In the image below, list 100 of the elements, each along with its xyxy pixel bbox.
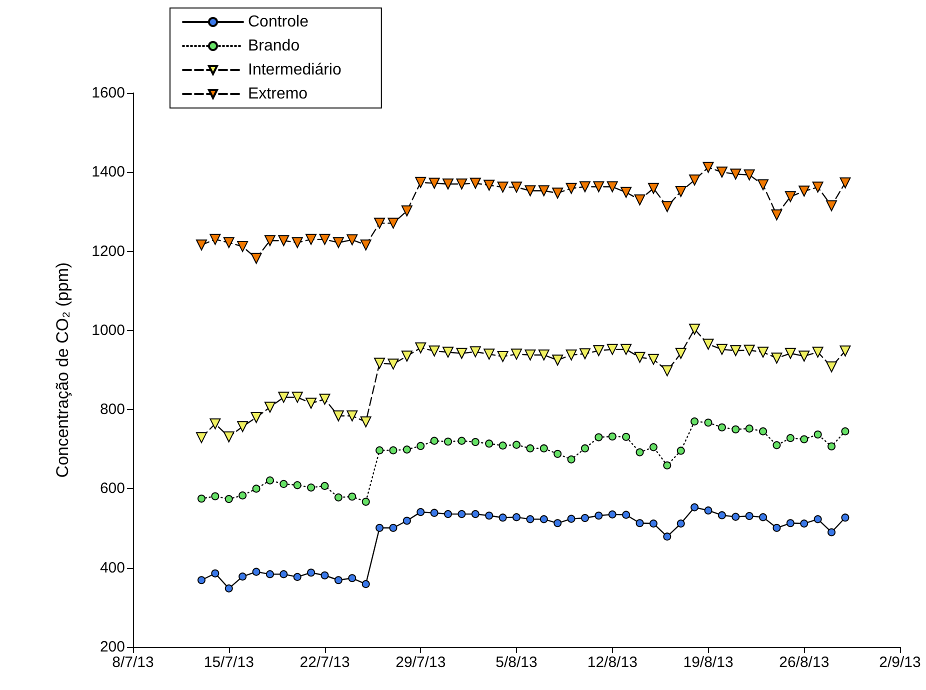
point — [675, 186, 686, 198]
point — [197, 494, 206, 503]
point — [593, 345, 604, 356]
point — [702, 162, 714, 173]
point — [704, 418, 712, 427]
point — [362, 580, 370, 588]
point — [237, 241, 248, 252]
point — [319, 394, 330, 405]
y-tick-label: 1000 — [92, 322, 125, 339]
x-tick-label: 2/9/13 — [879, 654, 921, 671]
point — [814, 430, 822, 438]
point — [538, 349, 550, 360]
point — [798, 186, 810, 197]
point — [307, 484, 316, 492]
point — [250, 412, 262, 423]
point — [293, 572, 302, 581]
point — [306, 398, 317, 409]
point — [771, 352, 782, 364]
point — [730, 345, 742, 356]
point — [675, 348, 686, 359]
point — [620, 186, 632, 198]
point — [319, 234, 330, 245]
point — [828, 442, 836, 450]
point — [526, 515, 534, 524]
point — [211, 492, 220, 500]
point — [252, 568, 260, 576]
point — [374, 218, 386, 229]
point — [716, 166, 728, 178]
point — [444, 510, 452, 518]
point — [458, 510, 466, 518]
point — [786, 434, 794, 442]
point — [334, 493, 342, 502]
y-axis-title: Concentração de CO₂ (ppm) — [53, 262, 72, 478]
point — [250, 252, 262, 264]
point — [579, 181, 590, 192]
point — [716, 344, 728, 355]
point — [238, 572, 247, 581]
point — [498, 442, 507, 450]
point — [264, 235, 276, 246]
point — [223, 237, 234, 248]
point — [442, 346, 454, 358]
point — [580, 514, 589, 522]
point — [293, 481, 302, 490]
point — [264, 402, 276, 413]
point — [223, 431, 234, 442]
point — [416, 508, 425, 516]
point — [428, 178, 440, 189]
point — [580, 444, 589, 452]
point — [238, 491, 247, 500]
point — [772, 524, 781, 532]
point — [444, 438, 452, 446]
point — [430, 508, 438, 517]
point — [237, 421, 248, 432]
point — [663, 461, 672, 470]
point — [579, 348, 590, 360]
point — [594, 433, 603, 442]
point — [415, 176, 426, 188]
point — [745, 512, 754, 520]
point — [540, 515, 548, 524]
point — [388, 358, 399, 370]
point — [552, 354, 564, 366]
point — [744, 344, 755, 356]
point — [224, 584, 233, 592]
point — [511, 348, 522, 360]
point — [690, 503, 699, 512]
point — [745, 424, 754, 433]
point — [497, 351, 508, 362]
point — [566, 182, 577, 194]
point — [401, 205, 412, 216]
point — [567, 455, 576, 464]
point — [470, 346, 481, 358]
point — [471, 510, 480, 518]
point — [812, 182, 824, 193]
point — [374, 358, 386, 369]
point — [456, 178, 468, 190]
point — [320, 482, 329, 490]
point — [662, 201, 673, 212]
point — [759, 427, 768, 436]
point — [606, 344, 618, 355]
point — [266, 570, 274, 578]
point — [348, 492, 356, 501]
point — [428, 346, 440, 357]
point — [415, 342, 426, 354]
x-tick-label: 29/7/13 — [396, 654, 446, 671]
point — [320, 571, 329, 580]
point — [826, 200, 838, 212]
point — [278, 235, 290, 246]
point — [196, 239, 207, 250]
point — [732, 425, 740, 434]
y-tick-label: 600 — [100, 480, 125, 498]
point — [334, 576, 342, 584]
point — [730, 168, 742, 180]
point — [416, 442, 425, 450]
point — [554, 450, 562, 458]
point — [346, 234, 358, 246]
point — [772, 441, 781, 450]
point — [524, 185, 536, 196]
point — [758, 179, 769, 190]
point — [484, 348, 495, 360]
point — [430, 436, 438, 445]
